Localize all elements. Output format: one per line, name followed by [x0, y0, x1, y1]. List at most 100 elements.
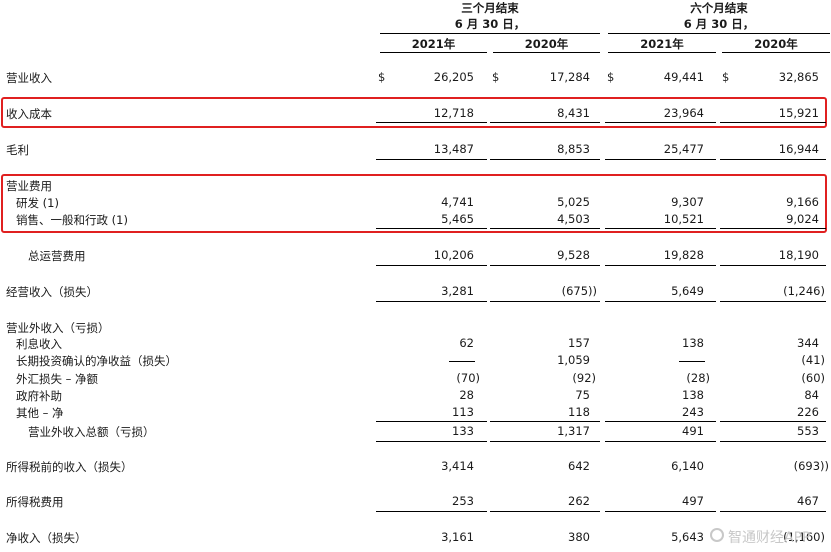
cell-sga-2021-3m: 5,465	[441, 212, 474, 226]
cell-op-income-2020-6m: (1,246)	[783, 284, 825, 298]
subtotal-rule	[376, 159, 487, 160]
subtotal-rule	[376, 421, 487, 422]
cell-total-opex-2021-6m: 19,828	[663, 248, 704, 262]
cell-gross-2020-3m: 8,853	[557, 142, 590, 156]
subtotal-rule	[720, 159, 826, 160]
row-label-fx: 外汇损失 – 净额	[16, 372, 99, 386]
subtotal-rule	[490, 511, 600, 512]
currency-symbol: $	[607, 70, 615, 84]
currency-symbol: $	[492, 70, 500, 84]
col-header-underline-2	[493, 52, 600, 53]
watermark-text: 智通财经APP	[728, 530, 811, 546]
currency-symbol: $	[378, 70, 386, 84]
cell-pretax-2021-3m: 3,414	[441, 459, 474, 473]
cell-rnd-2020-6m: 9,166	[786, 195, 819, 209]
cell-lt-invest-2020-6m: (41)	[801, 353, 825, 367]
col-header-underline-4	[722, 52, 830, 53]
cell-gov-2020-3m: 75	[575, 388, 590, 402]
row-label-interest: 利息收入	[16, 337, 62, 351]
currency-symbol: $	[722, 70, 730, 84]
three-month-title: 三个月结束	[461, 1, 519, 15]
subtotal-rule	[605, 421, 716, 422]
subtotal-rule	[490, 159, 600, 160]
cell-interest-2021-3m: 62	[459, 336, 474, 350]
cell-op-income-2021-3m: 3,281	[441, 284, 474, 298]
cell-other-2020-3m: 118	[568, 405, 590, 419]
cell-fx-2020-3m: (92)	[572, 371, 596, 385]
subtotal-rule	[376, 265, 487, 266]
row-label-gov: 政府补助	[16, 389, 62, 403]
cell-fx-2021-6m: (28)	[686, 371, 710, 385]
cell-gross-2020-6m: 16,944	[778, 142, 819, 156]
cell-lt-invest-2020-3m: 1,059	[557, 353, 590, 367]
cell-fx-2021-3m: (70)	[456, 371, 480, 385]
cell-net-2020-3m: 380	[568, 530, 590, 544]
cell-other-2021-3m: 113	[452, 405, 474, 419]
cell-gov-2021-6m: 138	[682, 388, 704, 402]
col-header-underline-3	[608, 52, 716, 53]
cell-gov-2021-3m: 28	[459, 388, 474, 402]
subtotal-rule	[376, 122, 487, 123]
subtotal-rule	[720, 301, 826, 302]
cell-revenue-2020-3m: 17,284	[549, 70, 590, 84]
row-label-tax: 所得税费用	[6, 495, 64, 509]
six-month-date: 6 月 30 日，	[683, 17, 755, 31]
cell-total-opex-2020-6m: 18,190	[778, 248, 819, 262]
cell-gross-2021-6m: 25,477	[663, 142, 704, 156]
six-month-title: 六个月结束	[690, 1, 748, 15]
col-header-2020-three-month: 2020年	[524, 37, 569, 51]
cell-interest-2020-3m: 157	[568, 336, 590, 350]
row-label-revenue: 营业收入	[6, 71, 52, 85]
three-month-date: 6 月 30 日，	[454, 17, 526, 31]
cell-gov-2020-6m: 84	[804, 388, 819, 402]
subtotal-rule	[605, 511, 716, 512]
subtotal-rule	[720, 511, 826, 512]
row-label-net: 净收入（损失）	[6, 531, 87, 545]
cell-interest-2021-6m: 138	[682, 336, 704, 350]
cell-revenue-2021-3m: 26,205	[433, 70, 474, 84]
cell-fx-2020-6m: (60)	[801, 371, 825, 385]
subtotal-rule	[605, 122, 716, 123]
cell-tax-2021-3m: 253	[452, 494, 474, 508]
cell-total-opex-2020-3m: 9,528	[557, 248, 590, 262]
cell-sga-2020-3m: 4,503	[557, 212, 590, 226]
row-label-nonop-header: 营业外收入（亏损）	[6, 321, 110, 335]
three-month-underline	[380, 33, 600, 34]
cell-cost-2020-6m: 15,921	[778, 106, 819, 120]
col-header-2021-three-month: 2021年	[411, 37, 456, 51]
cell-other-2021-6m: 243	[682, 405, 704, 419]
row-label-opex-header: 营业费用	[6, 179, 52, 193]
subtotal-rule	[605, 228, 716, 229]
cell-pretax-2020-6m: (693))	[793, 459, 829, 473]
subtotal-rule	[605, 301, 716, 302]
cell-sga-2021-6m: 10,521	[663, 212, 704, 226]
cell-interest-2020-6m: 344	[797, 336, 819, 350]
cell-pretax-2020-3m: 642	[568, 459, 590, 473]
cell-other-2020-6m: 226	[797, 405, 819, 419]
cell-revenue-2020-6m: 32,865	[778, 70, 819, 84]
cell-revenue-2021-6m: 49,441	[663, 70, 704, 84]
cell-tax-2020-3m: 262	[568, 494, 590, 508]
subtotal-rule	[490, 441, 600, 442]
cell-rnd-2021-6m: 9,307	[671, 195, 704, 209]
cell-rnd-2021-3m: 4,741	[441, 195, 474, 209]
subtotal-rule	[376, 441, 487, 442]
col-header-2021-six-month: 2021年	[640, 37, 684, 51]
cell-nonop-total-2020-6m: 553	[797, 424, 819, 438]
cell-nonop-total-2021-6m: 491	[682, 424, 704, 438]
subtotal-rule	[490, 122, 600, 123]
col-header-2020-six-month: 2020年	[754, 37, 798, 51]
cell-cost-2021-3m: 12,718	[433, 106, 474, 120]
cell-total-opex-2021-3m: 10,206	[433, 248, 474, 262]
cell-tax-2020-6m: 467	[797, 494, 819, 508]
row-label-rnd: 研发 (1)	[16, 196, 59, 210]
row-label-pretax: 所得税前的收入（损失）	[6, 460, 133, 474]
cell-nonop-total-2020-3m: 1,317	[557, 424, 590, 438]
six-month-underline	[608, 33, 830, 34]
row-label-nonop-total: 营业外收入总额（亏损）	[28, 425, 155, 439]
watermark-logo-icon	[710, 528, 724, 542]
subtotal-rule	[720, 421, 826, 422]
cell-tax-2021-6m: 497	[682, 494, 704, 508]
cell-cost-2021-6m: 23,964	[663, 106, 704, 120]
row-label-lt-invest: 长期投资确认的净收益（损失）	[16, 354, 177, 368]
